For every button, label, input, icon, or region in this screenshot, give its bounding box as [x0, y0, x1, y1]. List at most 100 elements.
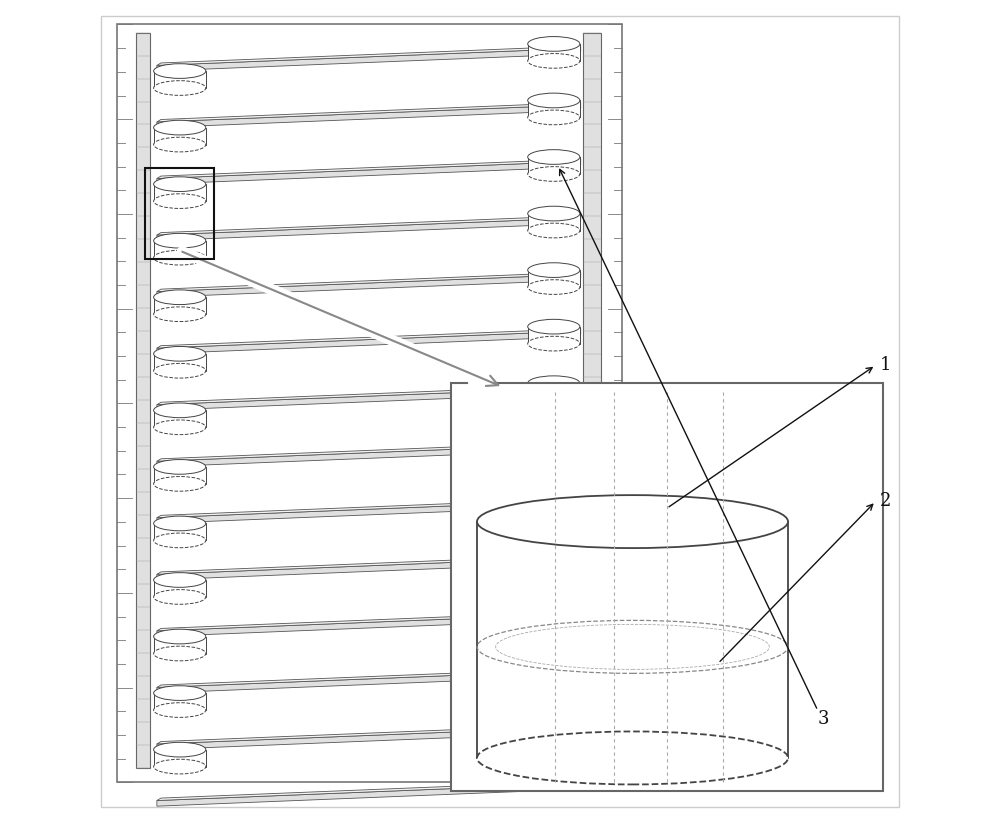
- Ellipse shape: [154, 363, 206, 378]
- Ellipse shape: [528, 393, 580, 408]
- Polygon shape: [157, 159, 581, 178]
- Ellipse shape: [528, 54, 580, 68]
- Bar: [528, 440, 580, 456]
- Text: 3: 3: [818, 710, 829, 728]
- Polygon shape: [577, 725, 581, 733]
- Ellipse shape: [154, 194, 206, 209]
- Polygon shape: [157, 105, 577, 128]
- Polygon shape: [157, 48, 577, 71]
- Bar: [154, 71, 206, 88]
- Ellipse shape: [154, 403, 206, 417]
- Polygon shape: [577, 159, 581, 167]
- Polygon shape: [157, 272, 581, 292]
- Ellipse shape: [154, 121, 206, 135]
- Bar: [136, 33, 150, 768]
- Ellipse shape: [154, 137, 206, 152]
- Bar: [154, 354, 206, 371]
- Polygon shape: [157, 783, 577, 806]
- Polygon shape: [577, 668, 581, 676]
- Polygon shape: [577, 103, 581, 111]
- Polygon shape: [157, 725, 581, 744]
- Ellipse shape: [154, 703, 206, 717]
- Text: 2: 2: [880, 492, 891, 510]
- Ellipse shape: [154, 516, 206, 531]
- Polygon shape: [157, 614, 577, 637]
- Bar: [528, 722, 580, 739]
- Polygon shape: [157, 668, 581, 687]
- Bar: [154, 750, 206, 767]
- Ellipse shape: [154, 346, 206, 361]
- Bar: [154, 523, 206, 540]
- Ellipse shape: [528, 545, 580, 560]
- Bar: [528, 383, 580, 400]
- Bar: [154, 297, 206, 315]
- Polygon shape: [157, 331, 577, 354]
- Ellipse shape: [154, 573, 206, 588]
- Bar: [528, 666, 580, 683]
- Ellipse shape: [154, 477, 206, 491]
- Polygon shape: [157, 611, 581, 631]
- Bar: [583, 33, 601, 768]
- Polygon shape: [157, 671, 577, 693]
- Polygon shape: [577, 46, 581, 54]
- Bar: [528, 553, 580, 570]
- Bar: [528, 214, 580, 231]
- Ellipse shape: [528, 337, 580, 351]
- Bar: [528, 157, 580, 174]
- Ellipse shape: [154, 290, 206, 305]
- Ellipse shape: [528, 110, 580, 125]
- Ellipse shape: [528, 715, 580, 729]
- Bar: [451, 383, 883, 791]
- Ellipse shape: [154, 250, 206, 265]
- Ellipse shape: [477, 732, 788, 784]
- Ellipse shape: [154, 629, 206, 644]
- Polygon shape: [577, 555, 581, 563]
- Ellipse shape: [528, 602, 580, 617]
- Ellipse shape: [528, 676, 580, 690]
- Bar: [528, 100, 580, 117]
- Ellipse shape: [528, 489, 580, 504]
- Ellipse shape: [528, 376, 580, 390]
- Ellipse shape: [477, 496, 788, 548]
- Bar: [117, 24, 622, 782]
- Ellipse shape: [528, 93, 580, 108]
- Bar: [154, 128, 206, 144]
- Ellipse shape: [528, 319, 580, 334]
- Bar: [528, 270, 580, 287]
- Polygon shape: [577, 442, 581, 450]
- Ellipse shape: [528, 150, 580, 165]
- Ellipse shape: [154, 420, 206, 434]
- Ellipse shape: [154, 64, 206, 78]
- Ellipse shape: [154, 646, 206, 661]
- Polygon shape: [157, 727, 577, 750]
- Polygon shape: [157, 216, 581, 235]
- Ellipse shape: [154, 81, 206, 95]
- Polygon shape: [157, 385, 581, 405]
- Bar: [154, 184, 206, 201]
- Ellipse shape: [528, 562, 580, 577]
- Ellipse shape: [154, 233, 206, 248]
- Polygon shape: [577, 328, 581, 337]
- Bar: [154, 467, 206, 484]
- Polygon shape: [157, 444, 577, 467]
- Ellipse shape: [154, 760, 206, 774]
- Ellipse shape: [528, 37, 580, 51]
- Ellipse shape: [528, 449, 580, 464]
- Polygon shape: [157, 555, 581, 575]
- Bar: [528, 496, 580, 513]
- Bar: [528, 327, 580, 344]
- Ellipse shape: [154, 177, 206, 192]
- Ellipse shape: [154, 742, 206, 757]
- Ellipse shape: [528, 223, 580, 238]
- Ellipse shape: [528, 659, 580, 673]
- Polygon shape: [157, 557, 577, 580]
- Ellipse shape: [154, 460, 206, 474]
- Bar: [154, 410, 206, 427]
- Polygon shape: [577, 216, 581, 224]
- Bar: [154, 693, 206, 710]
- Polygon shape: [577, 611, 581, 619]
- Polygon shape: [577, 385, 581, 394]
- Polygon shape: [157, 501, 577, 523]
- Ellipse shape: [154, 589, 206, 604]
- Polygon shape: [577, 272, 581, 280]
